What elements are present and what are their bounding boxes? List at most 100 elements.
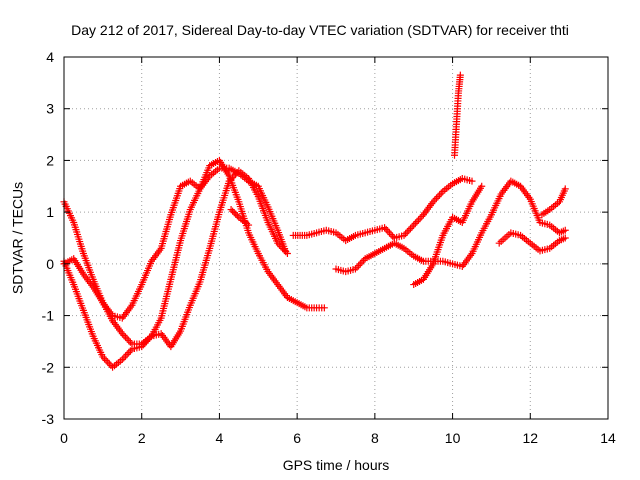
data-point — [415, 216, 423, 224]
data-point — [229, 207, 237, 215]
data-point — [387, 231, 395, 239]
y-tick-label: 3 — [46, 101, 54, 117]
y-axis-label: SDTVAR / TECUs — [10, 182, 26, 294]
data-point — [283, 250, 291, 258]
data-point — [385, 229, 393, 237]
data-point — [100, 355, 108, 363]
data-point — [478, 182, 486, 190]
data-point — [355, 262, 363, 270]
data-point — [436, 191, 444, 199]
data-point — [230, 172, 238, 180]
data-point — [274, 239, 282, 247]
y-tick-label: -2 — [42, 359, 55, 375]
data-point — [403, 228, 411, 236]
data-point — [233, 212, 241, 220]
data-point — [122, 333, 130, 341]
data-point — [227, 175, 235, 183]
data-point — [411, 219, 419, 227]
data-point — [389, 232, 397, 240]
data-point — [227, 206, 235, 214]
data-point — [358, 258, 366, 266]
data-point — [122, 352, 130, 360]
data-point — [125, 349, 133, 357]
data-point — [561, 234, 569, 242]
data-point — [126, 347, 134, 355]
x-tick-label: 0 — [60, 430, 68, 446]
data-point — [384, 227, 392, 235]
data-point — [432, 194, 440, 202]
data-point — [280, 246, 288, 254]
data-point — [230, 209, 238, 217]
data-point — [320, 304, 328, 312]
data-point — [406, 225, 414, 233]
data-point — [275, 241, 283, 249]
chart-title: Day 212 of 2017, Sidereal Day-to-day VTE… — [71, 22, 569, 38]
data-point — [413, 218, 421, 226]
data-point — [123, 350, 131, 358]
x-tick-label: 4 — [216, 430, 224, 446]
data-point — [468, 177, 476, 185]
y-tick-label: 0 — [46, 256, 54, 272]
x-tick-label: 12 — [522, 430, 538, 446]
data-point — [402, 230, 410, 238]
data-point — [118, 356, 126, 364]
grid-lines — [64, 57, 608, 419]
data-point — [400, 231, 408, 239]
data-point — [360, 256, 368, 264]
data-point — [232, 170, 240, 178]
data-point — [102, 356, 110, 364]
y-tick-label: 4 — [46, 49, 54, 65]
data-point — [277, 243, 285, 251]
data-point — [120, 354, 128, 362]
series-track-j — [538, 185, 569, 219]
data-point — [418, 212, 426, 220]
y-tick-label: -1 — [42, 308, 55, 324]
series-track-h — [451, 71, 464, 159]
x-axis-label: GPS time / hours — [283, 457, 390, 473]
data-series — [60, 71, 569, 371]
x-tick-label: 2 — [138, 430, 146, 446]
data-point — [381, 224, 389, 232]
data-point — [126, 338, 134, 346]
series-track-c — [60, 167, 291, 351]
data-point — [429, 198, 437, 206]
data-point — [434, 193, 442, 201]
y-tick-label: 1 — [46, 204, 54, 220]
data-point — [232, 210, 240, 218]
series-track-i — [495, 229, 569, 255]
data-point — [561, 226, 569, 234]
data-point — [99, 353, 107, 361]
data-point — [123, 335, 131, 343]
data-point — [120, 331, 128, 339]
x-tick-label: 14 — [600, 430, 616, 446]
data-point — [353, 263, 361, 271]
data-point — [245, 221, 253, 229]
plot-frame — [63, 56, 609, 420]
data-point — [104, 358, 112, 366]
axis-ticks — [63, 56, 609, 420]
data-point — [225, 177, 233, 185]
data-point — [561, 185, 569, 193]
data-point — [416, 214, 424, 222]
series-track-g — [410, 182, 486, 289]
data-point — [410, 221, 418, 229]
y-tick-label: -3 — [42, 411, 55, 427]
data-point — [228, 174, 236, 182]
data-point — [356, 260, 364, 268]
data-point — [282, 248, 290, 256]
data-point — [437, 189, 445, 197]
y-tick-label: 2 — [46, 152, 54, 168]
data-point — [105, 360, 113, 368]
series-track-b — [60, 164, 289, 371]
data-point — [279, 244, 287, 252]
data-point — [405, 226, 413, 234]
data-point — [382, 225, 390, 233]
data-point — [431, 196, 439, 204]
series-track-f — [332, 177, 569, 276]
x-tick-label: 8 — [371, 430, 379, 446]
x-tick-label: 6 — [293, 430, 301, 446]
series-track-d — [227, 206, 253, 229]
data-point — [351, 265, 359, 273]
data-point — [456, 71, 464, 79]
x-tick-label: 10 — [445, 430, 461, 446]
